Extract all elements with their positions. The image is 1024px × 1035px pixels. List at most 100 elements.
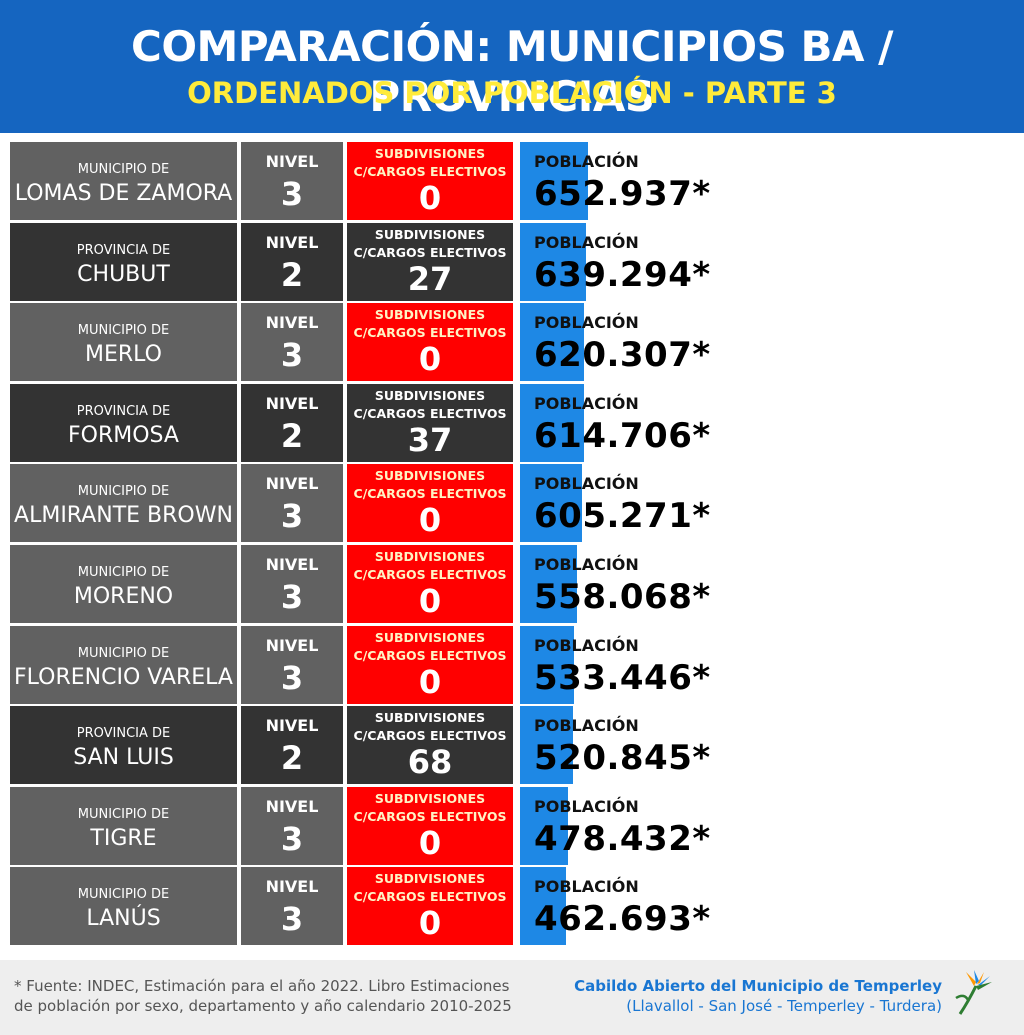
jurisdiction-cell: MUNICIPIO DE MORENO xyxy=(10,545,237,623)
jurisdiction-name: TIGRE xyxy=(90,826,157,851)
population-bar xyxy=(520,787,568,865)
jurisdiction-kind: PROVINCIA DE xyxy=(76,404,171,419)
population-label: POBLACIÓN xyxy=(534,636,639,655)
population-bar xyxy=(520,626,574,704)
table-row: PROVINCIA DE FORMOSA NIVEL 2 SUBDIVISIONES C/… xyxy=(0,384,1024,462)
population-label: POBLACIÓN xyxy=(534,716,639,735)
population-value: 520.845* xyxy=(534,738,711,778)
jurisdiction-cell: PROVINCIA DE CHUBUT xyxy=(10,223,237,301)
subdivisions-label-line: C/CARGOS ELECTIVOS xyxy=(353,567,507,582)
jurisdiction-cell: PROVINCIA DE SAN LUIS xyxy=(10,706,237,784)
subdivisions-label-line: SUBDIVISIONES xyxy=(374,791,486,806)
subdivisions-label: SUBDIVISIONES C/CARGOS ELECTIVOS xyxy=(347,145,513,181)
subdivisions-label: SUBDIVISIONES C/CARGOS ELECTIVOS xyxy=(347,790,513,826)
jurisdiction-kind: PROVINCIA DE xyxy=(76,726,171,741)
subdivisions-label-line: SUBDIVISIONES xyxy=(374,227,486,242)
population-label: POBLACIÓN xyxy=(534,394,639,413)
jurisdiction-name: MERLO xyxy=(85,342,162,367)
population-bar xyxy=(520,867,566,945)
subdivisions-label: SUBDIVISIONES C/CARGOS ELECTIVOS xyxy=(347,306,513,342)
population-bar xyxy=(520,545,577,623)
jurisdiction-kind: MUNICIPIO DE xyxy=(77,323,170,338)
level-label: NIVEL xyxy=(265,394,319,413)
jurisdiction-cell: MUNICIPIO DE TIGRE xyxy=(10,787,237,865)
level-cell: NIVEL 3 xyxy=(241,464,343,542)
table-row: MUNICIPIO DE TIGRE NIVEL 3 SUBDIVISIONES C/CA… xyxy=(0,787,1024,865)
jurisdiction-name: MORENO xyxy=(73,584,174,609)
population-bar xyxy=(520,303,584,381)
jurisdiction-cell: MUNICIPIO DE ALMIRANTE BROWN xyxy=(10,464,237,542)
population-label: POBLACIÓN xyxy=(534,474,639,493)
level-label: NIVEL xyxy=(265,313,319,332)
subdivisions-label-line: C/CARGOS ELECTIVOS xyxy=(353,648,507,663)
subdivisions-cell: SUBDIVISIONES C/CARGOS ELECTIVOS 68 xyxy=(347,706,513,784)
table-row: MUNICIPIO DE LANÚS NIVEL 3 SUBDIVISIONES C/CA… xyxy=(0,867,1024,945)
subdivisions-value: 27 xyxy=(407,260,453,298)
jurisdiction-name: LOMAS DE ZAMORA xyxy=(14,181,233,206)
subdivisions-cell: SUBDIVISIONES C/CARGOS ELECTIVOS 0 xyxy=(347,626,513,704)
level-label: NIVEL xyxy=(265,233,319,252)
subdivisions-value: 0 xyxy=(418,501,442,539)
level-value: 3 xyxy=(280,336,304,374)
jurisdiction-name: CHUBUT xyxy=(77,262,170,287)
subdivisions-label: SUBDIVISIONES C/CARGOS ELECTIVOS xyxy=(347,629,513,665)
subdivisions-label: SUBDIVISIONES C/CARGOS ELECTIVOS xyxy=(347,226,513,262)
organization-name: Cabildo Abierto del Municipio de Temperl… xyxy=(574,977,942,995)
jurisdiction-kind: PROVINCIA DE xyxy=(76,243,171,258)
level-value: 3 xyxy=(280,820,304,858)
subdivisions-label-line: C/CARGOS ELECTIVOS xyxy=(353,164,507,179)
organization-credit: Cabildo Abierto del Municipio de Temperl… xyxy=(574,976,942,1016)
level-label: NIVEL xyxy=(265,797,319,816)
subdivisions-label-line: SUBDIVISIONES xyxy=(374,549,486,564)
subdivisions-label: SUBDIVISIONES C/CARGOS ELECTIVOS xyxy=(347,870,513,906)
level-cell: NIVEL 3 xyxy=(241,867,343,945)
jurisdiction-kind: MUNICIPIO DE xyxy=(77,646,170,661)
population-value: 639.294* xyxy=(534,255,711,295)
subdivisions-label: SUBDIVISIONES C/CARGOS ELECTIVOS xyxy=(347,548,513,584)
bird-of-paradise-flower-icon xyxy=(955,970,992,1015)
source-note-line: * Fuente: INDEC, Estimación para el año … xyxy=(14,977,510,995)
jurisdiction-kind: MUNICIPIO DE xyxy=(77,162,170,177)
subdivisions-label-line: SUBDIVISIONES xyxy=(374,388,486,403)
level-value: 3 xyxy=(280,497,304,535)
jurisdiction-kind: MUNICIPIO DE xyxy=(77,565,170,580)
population-label: POBLACIÓN xyxy=(534,233,639,252)
population-value: 652.937* xyxy=(534,174,711,214)
population-label: POBLACIÓN xyxy=(534,877,639,896)
level-cell: NIVEL 3 xyxy=(241,303,343,381)
jurisdiction-cell: MUNICIPIO DE LANÚS xyxy=(10,867,237,945)
level-cell: NIVEL 3 xyxy=(241,545,343,623)
population-value: 558.068* xyxy=(534,577,711,617)
jurisdiction-kind: MUNICIPIO DE xyxy=(77,484,170,499)
level-cell: NIVEL 3 xyxy=(241,787,343,865)
population-label: POBLACIÓN xyxy=(534,152,639,171)
subdivisions-label: SUBDIVISIONES C/CARGOS ELECTIVOS xyxy=(347,467,513,503)
subdivisions-cell: SUBDIVISIONES C/CARGOS ELECTIVOS 37 xyxy=(347,384,513,462)
subdivisions-label-line: C/CARGOS ELECTIVOS xyxy=(353,728,507,743)
organization-areas: (Llavallol - San José - Temperley - Turd… xyxy=(626,997,942,1015)
subdivisions-value: 0 xyxy=(418,582,442,620)
level-label: NIVEL xyxy=(265,716,319,735)
level-value: 3 xyxy=(280,175,304,213)
subdivisions-label-line: SUBDIVISIONES xyxy=(374,146,486,161)
subdivisions-cell: SUBDIVISIONES C/CARGOS ELECTIVOS 0 xyxy=(347,787,513,865)
subdivisions-cell: SUBDIVISIONES C/CARGOS ELECTIVOS 27 xyxy=(347,223,513,301)
header-banner: COMPARACIÓN: MUNICIPIOS BA / PROVINCIAS … xyxy=(0,0,1024,133)
population-bar xyxy=(520,142,588,220)
table-row: PROVINCIA DE SAN LUIS NIVEL 2 SUBDIVISIONES C… xyxy=(0,706,1024,784)
subdivisions-cell: SUBDIVISIONES C/CARGOS ELECTIVOS 0 xyxy=(347,545,513,623)
population-value: 478.432* xyxy=(534,819,711,859)
subdivisions-label-line: SUBDIVISIONES xyxy=(374,710,486,725)
level-label: NIVEL xyxy=(265,152,319,171)
jurisdiction-name: LANÚS xyxy=(86,906,161,931)
subdivisions-cell: SUBDIVISIONES C/CARGOS ELECTIVOS 0 xyxy=(347,142,513,220)
population-value: 605.271* xyxy=(534,496,711,536)
jurisdiction-name: FLORENCIO VARELA xyxy=(14,665,233,690)
level-label: NIVEL xyxy=(265,555,319,574)
level-value: 3 xyxy=(280,659,304,697)
level-cell: NIVEL 2 xyxy=(241,223,343,301)
level-cell: NIVEL 2 xyxy=(241,706,343,784)
subdivisions-label-line: C/CARGOS ELECTIVOS xyxy=(353,889,507,904)
level-value: 2 xyxy=(280,739,304,777)
subdivisions-label-line: SUBDIVISIONES xyxy=(374,468,486,483)
